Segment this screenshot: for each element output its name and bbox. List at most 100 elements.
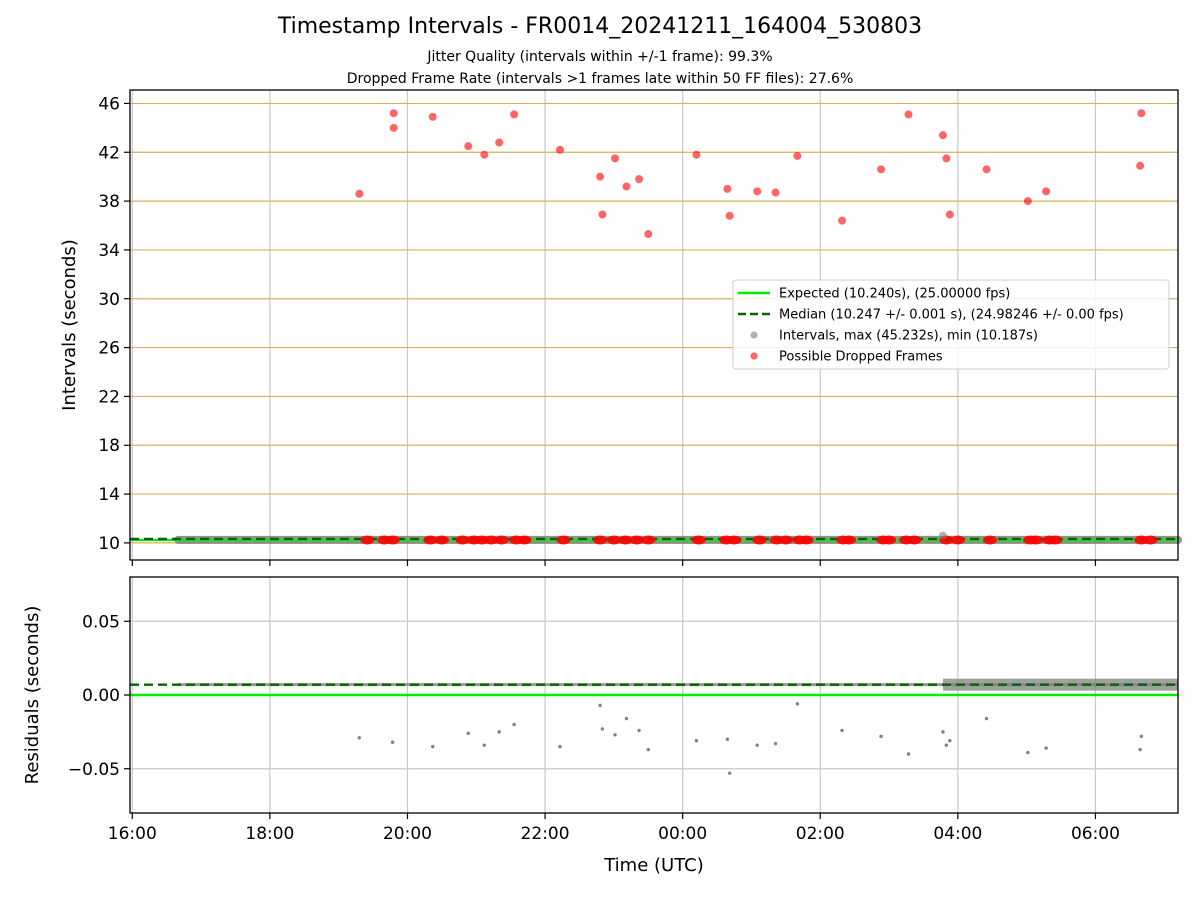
residual-point — [694, 739, 699, 743]
dropped-frame-rate-subtitle: Dropped Frame Rate (intervals >1 frames … — [346, 71, 854, 87]
dropped-frame-point — [723, 184, 732, 193]
dropped-frame-point — [389, 109, 398, 118]
intervals-frame — [129, 89, 1179, 561]
dropped-frame-point — [385, 535, 400, 545]
dropped-frame-point — [1023, 197, 1032, 206]
residual-point — [637, 728, 641, 733]
dropped-frame-point — [641, 535, 656, 545]
dropped-frame-point — [938, 131, 947, 140]
residual-point — [646, 747, 650, 752]
dropped-frame-point — [982, 535, 997, 545]
residual-point — [390, 740, 395, 744]
dropped-frame-point — [945, 210, 954, 219]
x-axis-label: Time (UTC) — [603, 855, 704, 876]
dropped-frame-point — [950, 535, 965, 545]
y-tick-label: 34 — [98, 241, 120, 261]
dropped-frame-point — [982, 165, 991, 174]
dropped-frame-point — [752, 535, 767, 545]
x-tick-label: 18:00 — [245, 824, 294, 844]
dropped-frame-point — [1028, 535, 1043, 545]
residual-point — [466, 731, 470, 736]
dropped-frame-point — [355, 189, 364, 198]
interval-point — [938, 531, 947, 540]
dropped-frame-point — [725, 211, 734, 220]
y-tick-label: 30 — [98, 290, 120, 310]
dropped-frame-point — [1137, 109, 1146, 118]
x-tick-label: 04:00 — [933, 824, 982, 844]
residual-point — [558, 744, 562, 749]
legend-entry-label: Median (10.247 +/- 0.001 s), (24.98246 +… — [779, 308, 1124, 323]
x-tick-label: 20:00 — [383, 824, 432, 844]
residual-point — [497, 730, 501, 734]
dropped-frame-point — [1143, 535, 1158, 545]
residuals-axes: 0.05 0.00 −0.05 16:00 18:00 20:00 22:00 00:00 02… — [68, 576, 1179, 844]
residual-point — [948, 739, 952, 743]
intervals-marks — [130, 109, 1182, 545]
dropped-frame-point — [778, 535, 793, 545]
residual-point — [840, 728, 844, 733]
dropped-frame-point — [882, 535, 897, 545]
dropped-frame-point — [942, 154, 951, 163]
legend-entry-label: Expected (10.240s), (25.00000 fps) — [779, 287, 1010, 302]
dropped-frame-point — [611, 154, 620, 163]
dropped-frame-point — [510, 110, 519, 119]
dropped-frame-point — [596, 172, 605, 181]
residual-point — [984, 716, 989, 721]
dropped-frame-point — [1048, 535, 1063, 545]
dropped-frame-point — [455, 535, 470, 545]
y-tick-label: 42 — [98, 143, 120, 163]
legend-swatch-marker — [750, 352, 758, 360]
residuals-panel: 0.05 0.00 −0.05 16:00 18:00 20:00 22:00 00:00 02… — [22, 576, 1179, 876]
dropped-frame-point — [727, 535, 742, 545]
dropped-frame-point — [389, 123, 398, 132]
residual-point — [944, 743, 949, 747]
residual-point — [725, 737, 730, 741]
residuals-marks — [130, 678, 1178, 775]
jitter-quality-subtitle: Jitter Quality (intervals within +/-1 fr… — [427, 49, 773, 65]
dropped-frame-point — [484, 535, 499, 545]
x-tick-label: 16:00 — [108, 824, 157, 844]
residual-point — [879, 734, 883, 738]
residual-point — [624, 716, 629, 721]
intervals-y-axis-label: Intervals (seconds) — [59, 239, 80, 411]
dropped-frame-point — [606, 535, 621, 545]
dropped-frame-point — [360, 535, 375, 545]
y-tick-label: −0.05 — [68, 760, 120, 780]
legend-entry-label: Possible Dropped Frames — [779, 350, 943, 365]
legend-box — [732, 279, 1170, 370]
dropped-frame-point — [877, 165, 886, 174]
residual-point — [1139, 734, 1144, 738]
dropped-frame-point — [841, 535, 856, 545]
legend: Expected (10.240s), (25.00000 fps) Median… — [732, 279, 1170, 370]
x-tick-label: 00:00 — [658, 824, 707, 844]
residual-point — [357, 736, 362, 740]
intervals-axes: 10 14 18 22 26 30 34 38 42 46 — [98, 89, 1179, 566]
residual-point — [727, 771, 732, 775]
y-tick-label: 0.05 — [82, 612, 120, 632]
x-tick-label: 06:00 — [1071, 824, 1120, 844]
legend-swatch-marker — [750, 331, 758, 339]
legend-entry-label: Intervals, max (45.232s), min (10.187s) — [779, 329, 1038, 344]
dropped-frame-point — [771, 188, 780, 197]
dropped-frame-point — [555, 145, 564, 154]
residual-point — [598, 703, 602, 708]
dropped-frame-point — [629, 535, 644, 545]
y-tick-label: 0.00 — [82, 686, 120, 706]
dropped-frame-point — [517, 535, 532, 545]
y-tick-label: 10 — [98, 534, 120, 554]
intervals-panel: 10 14 18 22 26 30 34 38 42 46 Intervals (seconds)… — [59, 89, 1182, 566]
dropped-frame-point — [598, 210, 607, 219]
dropped-frame-point — [480, 150, 489, 159]
dropped-frame-point — [618, 535, 633, 545]
residual-point — [906, 752, 911, 756]
dropped-frame-point — [692, 150, 701, 159]
y-tick-label: 46 — [98, 94, 120, 114]
chart-title: Timestamp Intervals - FR0014_20241211_16… — [277, 14, 923, 39]
residual-point — [755, 743, 759, 747]
dropped-frame-point — [593, 535, 608, 545]
dropped-frame-point — [793, 151, 802, 160]
dropped-frame-point — [494, 535, 509, 545]
dropped-frame-point — [495, 138, 504, 147]
dropped-frame-point — [464, 142, 473, 151]
